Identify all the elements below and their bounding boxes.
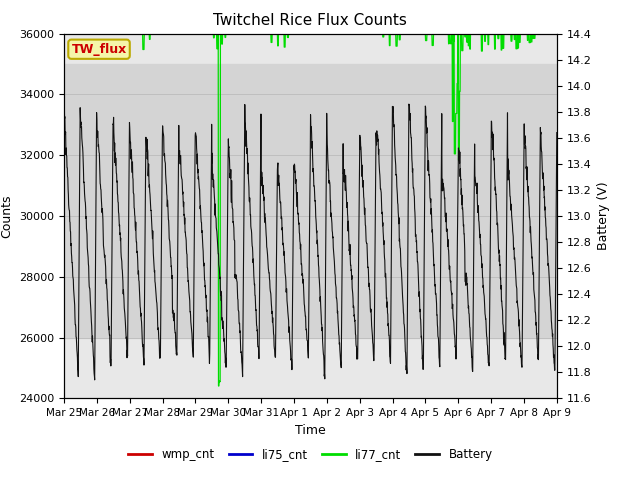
Y-axis label: Battery (V): Battery (V) — [597, 182, 610, 250]
Bar — [64, 64, 557, 337]
Text: TW_flux: TW_flux — [72, 43, 127, 56]
Y-axis label: Counts: Counts — [1, 194, 13, 238]
Title: Twitchel Rice Flux Counts: Twitchel Rice Flux Counts — [214, 13, 407, 28]
Legend: wmp_cnt, li75_cnt, li77_cnt, Battery: wmp_cnt, li75_cnt, li77_cnt, Battery — [124, 443, 497, 466]
X-axis label: Time: Time — [295, 424, 326, 437]
